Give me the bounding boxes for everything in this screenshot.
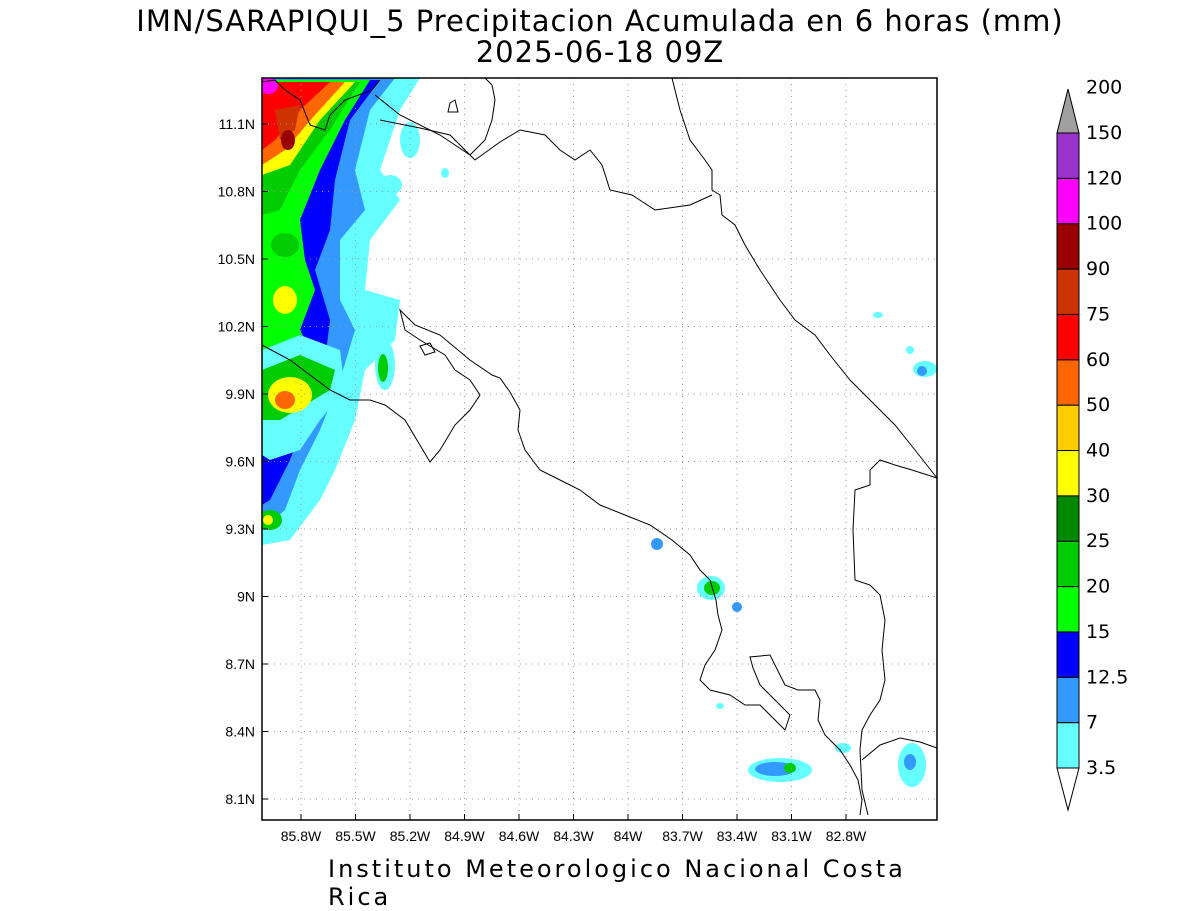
colorbar-label: 3.5 (1086, 757, 1116, 779)
x-tick-label: 85.8W (281, 828, 322, 844)
x-tick-label: 85.2W (390, 828, 431, 844)
colorbar-label: 40 (1086, 440, 1110, 462)
precip-area-magenta (262, 78, 278, 94)
coastline-borders (262, 78, 937, 816)
precip-cell-offshore-2 (378, 175, 402, 195)
y-tick-label: 9N (237, 589, 255, 605)
x-tick-label: 84.6W (499, 828, 540, 844)
precip-area-darkred (275, 105, 300, 140)
precip-cell-east-6 (716, 703, 724, 709)
precip-cell-south-2-core (904, 754, 916, 770)
border-nicaragua (262, 79, 381, 131)
x-tick-label: 84.9W (444, 828, 485, 844)
colorbar-box (1056, 177, 1080, 225)
y-tick-label: 11.1N (219, 116, 255, 132)
x-tick-label: 84.3W (553, 828, 594, 844)
coastline-north (374, 78, 496, 156)
precip-cell-9n-core (263, 515, 273, 525)
colorbar-box (1056, 359, 1080, 406)
colorbar-label: 150 (1086, 122, 1122, 144)
colorbar-box (1056, 722, 1080, 769)
x-tick-label: 85.5W (335, 828, 376, 844)
colorbar-label: 20 (1086, 576, 1110, 598)
colorbar-box (1056, 450, 1080, 497)
y-tick-label: 10.5N (218, 251, 255, 267)
colorbar-label: 12.5 (1086, 666, 1128, 688)
precip-cell-east-5 (441, 168, 449, 178)
precip-cell-offshore-3-core (378, 354, 388, 382)
y-tick-label: 9.9N (225, 386, 255, 402)
x-tick-label: 82.8W (826, 828, 867, 844)
y-tick-label: 8.7N (225, 656, 255, 672)
precip-cell-osa-1 (651, 538, 663, 550)
precip-core-dkred (281, 130, 295, 150)
x-tick-label: 84W (614, 828, 644, 844)
colorbar-triangle-top (1056, 88, 1080, 134)
precip-cell-east-2 (873, 312, 883, 318)
map-gridlines (262, 78, 937, 820)
precip-cell-east-4 (835, 743, 851, 753)
colorbar-box (1056, 631, 1080, 678)
colorbar-triangle-bottom (1056, 767, 1080, 812)
colorbar-label: 60 (1086, 349, 1110, 371)
colorbar-label: 7 (1086, 712, 1098, 734)
colorbar-label: 90 (1086, 258, 1110, 280)
colorbar-label: 15 (1086, 621, 1110, 643)
map-datetime: 2025-06-18 09Z (475, 35, 725, 69)
precip-cell-north-green (271, 233, 299, 257)
y-tick-label: 10.2N (218, 319, 255, 335)
island-1 (447, 99, 459, 113)
colorbar-box (1056, 404, 1080, 451)
coastline-caribbean (671, 78, 937, 479)
x-tick-label: 83.7W (662, 828, 703, 844)
colorbar-label: 30 (1086, 485, 1110, 507)
island-2 (419, 342, 436, 356)
coastline-panama (861, 737, 937, 761)
colorbar-box (1056, 495, 1080, 542)
colorbar-box (1056, 313, 1080, 361)
border-panama (852, 459, 937, 816)
border-nicaragua-2 (379, 119, 713, 211)
precip-cell-south-1-green (784, 763, 796, 773)
footer-credit: Instituto Meteorologico Nacional Costa R… (328, 855, 906, 911)
colorbar-box (1056, 223, 1080, 270)
colorbar-box (1056, 268, 1080, 315)
colorbar-box (1056, 540, 1080, 588)
colorbar-label: 50 (1086, 394, 1110, 416)
map-frame (261, 77, 938, 821)
precip-cell-east-3 (906, 346, 914, 354)
x-tick-label: 83.1W (771, 828, 812, 844)
colorbar-box (1056, 132, 1080, 179)
y-tick-label: 9.6N (225, 454, 255, 470)
y-axis-ticks: 11.1N 10.8N 10.5N 10.2N 9.9N 9.6N 9.3N 9N 8.7N 8.… (218, 116, 268, 807)
y-tick-label: 10.8N (218, 184, 255, 200)
precip-cell-east-1-core (917, 366, 927, 376)
y-tick-label: 9.3N (225, 521, 255, 537)
precip-cell-nicoya-orange (275, 391, 295, 409)
precip-cell-north-yellow (273, 286, 297, 314)
colorbar-label: 120 (1086, 167, 1122, 189)
colorbar-box (1056, 676, 1080, 724)
colorbar: 3.5 7 12.5 15 20 25 30 40 50 60 75 90 100 120 150 200 (1056, 77, 1128, 812)
y-tick-label: 8.1N (225, 791, 255, 807)
x-tick-label: 83.4W (717, 828, 758, 844)
map-title: IMN/SARAPIQUI_5 Precipitacion Acumulada … (136, 4, 1064, 38)
x-axis-ticks: 85.8W 85.5W 85.2W 84.9W 84.6W 84.3W 84W 83.7W 83… (281, 814, 867, 844)
colorbar-box (1056, 586, 1080, 633)
precipitation-field (262, 78, 937, 787)
colorbar-label: 200 (1086, 77, 1122, 99)
coastline-pacific (262, 308, 863, 816)
colorbar-label: 100 (1086, 213, 1122, 235)
colorbar-label: 25 (1086, 530, 1110, 552)
colorbar-label: 75 (1086, 303, 1110, 325)
y-tick-label: 8.4N (225, 724, 255, 740)
precip-cell-offshore-1 (400, 122, 420, 158)
